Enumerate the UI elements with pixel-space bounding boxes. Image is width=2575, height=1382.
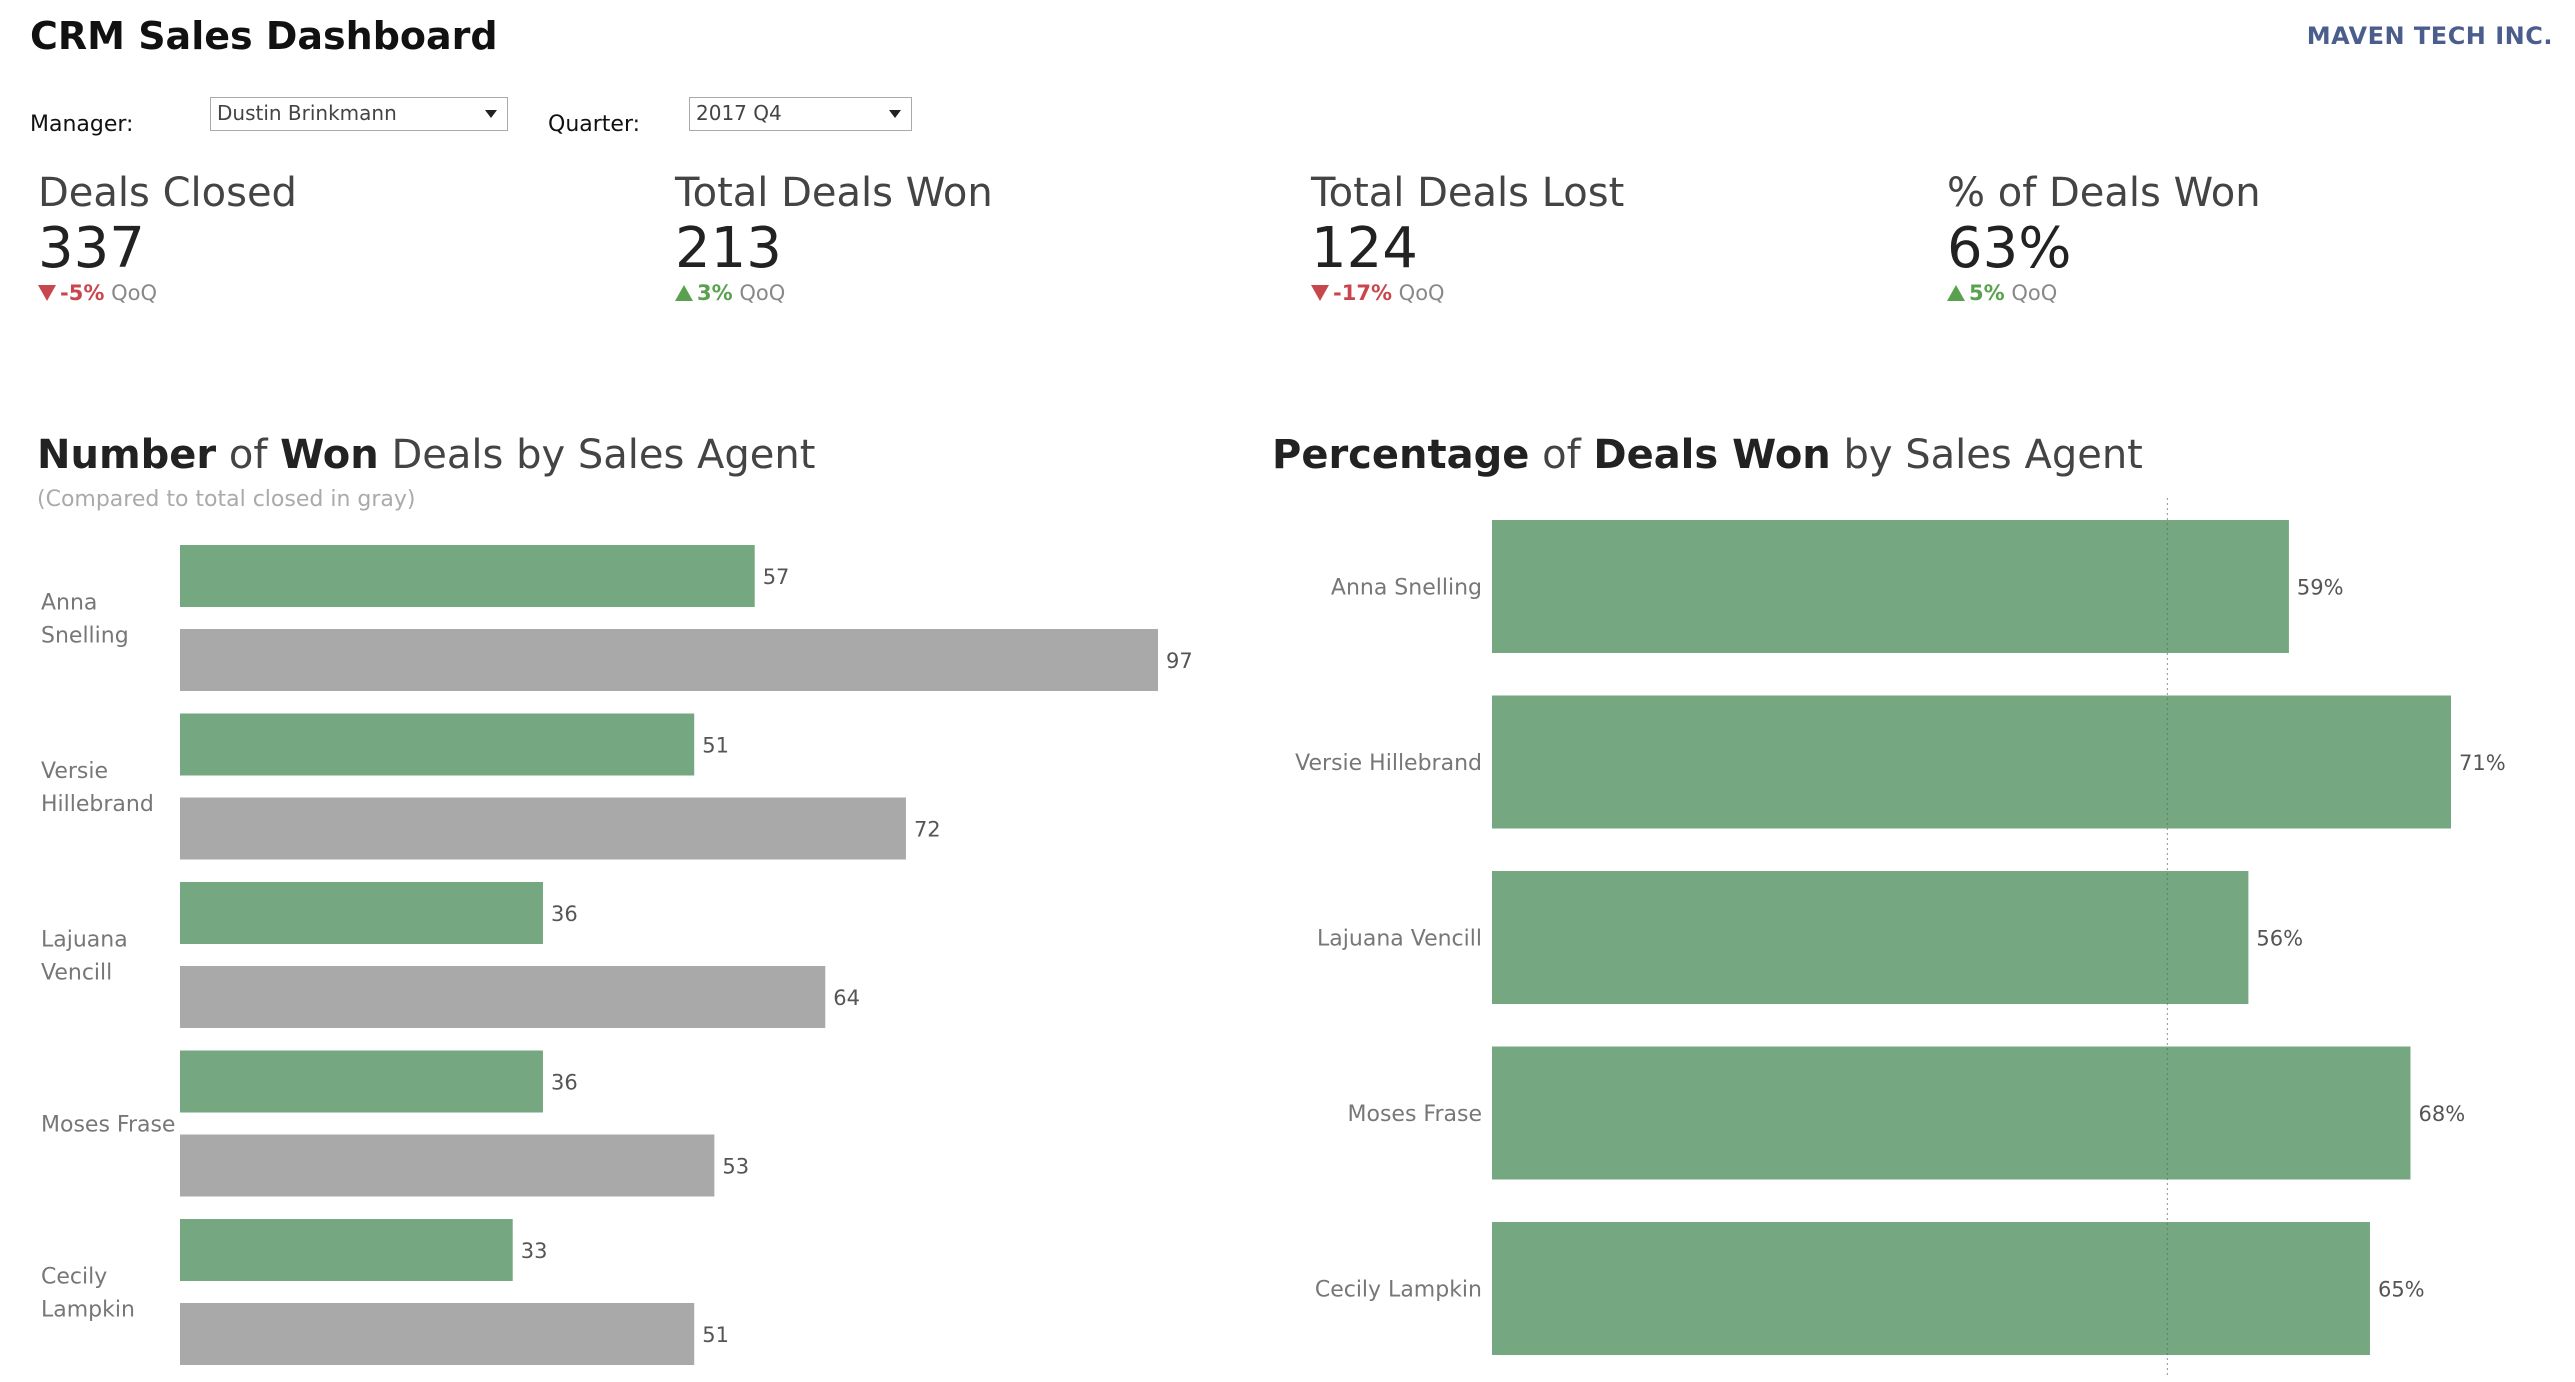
agent-label: Snelling: [41, 624, 129, 649]
won-bar: [180, 1219, 513, 1281]
manager-dropdown-value: Dustin Brinkmann: [217, 101, 397, 125]
won-deals-chart-subtitle: (Compared to total closed in gray): [37, 487, 416, 512]
kpi-change-value: -5%: [60, 281, 105, 305]
pct-value-label: 68%: [2418, 1102, 2465, 1126]
won-deals-chart-title: Number of Won Deals by Sales Agent: [37, 432, 815, 478]
closed-bar: [180, 1134, 715, 1197]
pct-won-chart-title: Percentage of Deals Won by Sales Agent: [1272, 432, 2143, 478]
closed-value-label: 72: [914, 818, 941, 842]
kpi-change-value: 5%: [1969, 281, 2005, 305]
title-part: of: [1529, 432, 1594, 478]
won-bar: [180, 545, 755, 607]
pct-won-bar: [1492, 871, 2249, 1004]
won-bar: [180, 882, 543, 944]
kpi-value: 213: [675, 216, 782, 281]
up-arrow-icon: [1947, 285, 1965, 301]
won-value-label: 33: [521, 1239, 548, 1263]
closed-value-label: 51: [702, 1323, 729, 1347]
down-arrow-icon: [1311, 285, 1329, 301]
kpi-value: 124: [1311, 216, 1418, 281]
kpi-change: -5% QoQ: [38, 281, 297, 305]
agent-label: Anna: [41, 591, 97, 616]
kpi-change: -17% QoQ: [1311, 281, 1624, 305]
title-part: Deals by Sales Agent: [378, 432, 816, 478]
kpi-change: 5% QoQ: [1947, 281, 2261, 305]
kpi-deals-closed: Deals Closed 337 -5% QoQ: [38, 170, 297, 305]
agent-label: Anna Snelling: [1331, 576, 1482, 601]
kpi-change-value: -17%: [1333, 281, 1392, 305]
kpi-total-deals-won: Total Deals Won 213 3% QoQ: [675, 170, 993, 305]
quarter-dropdown-value: 2017 Q4: [696, 101, 782, 125]
agent-label: Versie: [41, 759, 108, 784]
kpi-title: % of Deals Won: [1947, 170, 2261, 216]
kpi-pct-deals-won: % of Deals Won 63% 5% QoQ: [1947, 170, 2261, 305]
pct-value-label: 56%: [2256, 927, 2303, 951]
pct-won-bar: [1492, 520, 2289, 653]
closed-bar: [180, 1303, 695, 1365]
won-deals-chart: 57 97 Anna Snelling 51 72 Versie Hillebrand 36 64…: [41, 545, 1193, 1365]
kpi-title: Total Deals Lost: [1311, 170, 1625, 216]
agent-label: Cecily: [41, 1265, 107, 1290]
won-value-label: 36: [551, 1071, 578, 1095]
kpi-title: Deals Closed: [38, 170, 297, 216]
agent-label: Vencill: [41, 961, 112, 986]
kpi-change-suffix: QoQ: [739, 281, 786, 305]
agent-label: Hillebrand: [41, 792, 154, 817]
kpi-change-suffix: QoQ: [2011, 281, 2058, 305]
closed-bar: [180, 797, 906, 860]
manager-dropdown[interactable]: Dustin Brinkmann: [210, 97, 508, 131]
won-value-label: 57: [763, 565, 790, 589]
pct-won-bar: [1492, 695, 2451, 829]
chevron-down-icon: [889, 110, 901, 118]
up-arrow-icon: [675, 285, 693, 301]
kpi-value: 63%: [1947, 216, 2072, 281]
kpi-change-suffix: QoQ: [111, 281, 157, 305]
title-part: by Sales Agent: [1830, 432, 2143, 478]
title-part: of: [216, 432, 281, 478]
pct-value-label: 59%: [2297, 576, 2344, 600]
pct-won-chart: 59% Anna Snelling 71% Versie Hillebrand 56% L…: [1295, 498, 2506, 1375]
agent-label: Moses Frase: [1348, 1102, 1482, 1127]
kpi-change: 3% QoQ: [675, 281, 993, 305]
closed-bar: [180, 966, 826, 1028]
won-bar: [180, 713, 695, 776]
closed-bar: [180, 629, 1158, 691]
won-value-label: 51: [702, 734, 729, 758]
title-part: Won: [280, 432, 379, 478]
kpi-change-value: 3%: [697, 281, 733, 305]
closed-value-label: 53: [722, 1155, 749, 1179]
agent-label: Moses Frase: [41, 1113, 175, 1138]
quarter-label: Quarter:: [548, 112, 641, 137]
title-part: Deals Won: [1593, 432, 1831, 478]
pct-won-bar: [1492, 1046, 2411, 1180]
company-logo: MAVEN TECH INC.: [2306, 22, 2553, 50]
won-bar: [180, 1050, 543, 1113]
title-part: Percentage: [1272, 432, 1530, 478]
page-title: CRM Sales Dashboard: [30, 14, 498, 58]
down-arrow-icon: [38, 285, 56, 301]
agent-label: Lajuana: [41, 928, 128, 953]
kpi-total-deals-lost: Total Deals Lost 124 -17% QoQ: [1311, 170, 1624, 305]
agent-label: Cecily Lampkin: [1315, 1278, 1482, 1303]
pct-value-label: 65%: [2378, 1278, 2425, 1302]
won-value-label: 36: [551, 902, 578, 926]
agent-label: Lajuana Vencill: [1317, 927, 1482, 952]
closed-value-label: 97: [1166, 649, 1193, 673]
kpi-title: Total Deals Won: [675, 170, 993, 216]
pct-won-bar: [1492, 1222, 2370, 1355]
title-part: Number: [37, 432, 217, 478]
pct-value-label: 71%: [2459, 751, 2506, 775]
quarter-dropdown[interactable]: 2017 Q4: [689, 97, 912, 131]
agent-label: Lampkin: [41, 1298, 135, 1323]
manager-label: Manager:: [30, 112, 134, 137]
closed-value-label: 64: [833, 986, 860, 1010]
agent-label: Versie Hillebrand: [1295, 751, 1482, 776]
kpi-change-suffix: QoQ: [1398, 281, 1445, 305]
chevron-down-icon: [485, 110, 497, 118]
kpi-value: 337: [38, 216, 145, 281]
